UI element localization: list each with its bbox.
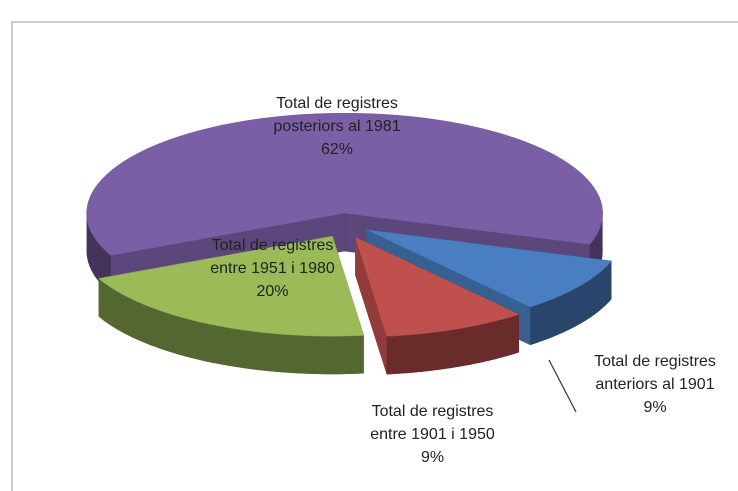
slice-wall xyxy=(530,261,612,345)
value-label: 9% xyxy=(420,449,445,466)
value-label: 20% xyxy=(256,283,289,300)
slice-wall xyxy=(98,278,364,375)
slice-face xyxy=(355,237,387,375)
slice-wall xyxy=(386,314,519,375)
chart-frame xyxy=(11,21,738,491)
slice-label: Total de registres anteriors al 1901 9% xyxy=(590,350,720,419)
slice-label: Total de registres entre 1901 i 1950 9% xyxy=(365,400,500,469)
slice xyxy=(98,235,365,375)
leader-line xyxy=(548,359,577,413)
pie xyxy=(86,112,612,375)
value-label: 9% xyxy=(643,399,667,416)
category-label: Total de registres entre 1951 i 1980 xyxy=(210,237,335,277)
category-label: Total de registres entre 1901 i 1950 xyxy=(370,403,495,443)
slice xyxy=(354,236,520,375)
category-label: Total de registres posteriors al 1981 xyxy=(273,95,401,135)
slice xyxy=(86,112,603,256)
slice xyxy=(354,236,520,337)
value-label: 62% xyxy=(320,141,354,158)
category-label: Total de registres anteriors al 1901 xyxy=(594,353,716,393)
slice-wall xyxy=(86,213,111,294)
slice xyxy=(98,235,365,337)
slice-label: Total de registres posteriors al 1981 62% xyxy=(262,92,412,161)
slice xyxy=(366,229,612,308)
slice-label: Total de registres entre 1951 i 1980 20% xyxy=(205,234,340,303)
